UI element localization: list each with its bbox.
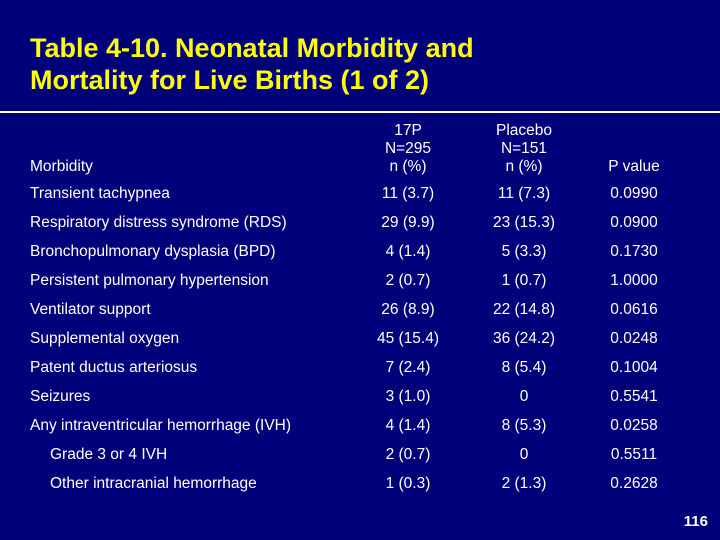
row-label: Transient tachypnea	[30, 184, 170, 202]
table-row: Patent ductus arteriosus 7 (2.4) 8 (5.4) 0.…	[26, 353, 686, 382]
row-17p-value: 7 (2.4)	[385, 358, 431, 376]
row-17p-value: 45 (15.4)	[376, 329, 440, 347]
row-placebo-value: 5 (3.3)	[501, 242, 547, 260]
table-row: Seizures 3 (1.0) 0 0.5541	[26, 382, 686, 411]
row-placebo-value: 0	[519, 445, 529, 463]
row-p-value: 0.0248	[610, 329, 658, 347]
row-placebo-value: 1 (0.7)	[501, 271, 547, 289]
row-17p-value: 29 (9.9)	[381, 213, 435, 231]
slide-title-line-1: Table 4‑10. Neonatal Morbidity and	[30, 33, 474, 63]
row-placebo-value: 2 (1.3)	[501, 474, 547, 492]
header-placebo-line: n (%)	[505, 158, 543, 175]
table-row: Other intracranial hemorrhage 1 (0.3) 2 (1…	[26, 469, 686, 498]
row-placebo-value: 8 (5.3)	[501, 416, 547, 434]
row-p-value: 0.0258	[610, 416, 658, 434]
row-placebo-value: 0	[519, 387, 529, 405]
row-17p-value: 3 (1.0)	[385, 387, 431, 405]
table-body: Transient tachypnea 11 (3.7) 11 (7.3) 0.099…	[26, 179, 686, 498]
table-row: Persistent pulmonary hypertension 2 (0.7)…	[26, 266, 686, 295]
row-17p-value: 4 (1.4)	[385, 242, 431, 260]
slide-title-line-2: Mortality for Live Births (1 of 2)	[30, 65, 430, 95]
row-p-value: 0.1004	[610, 358, 658, 376]
table-row: Grade 3 or 4 IVH 2 (0.7) 0 0.5511	[26, 440, 686, 469]
row-17p-value: 1 (0.3)	[385, 474, 431, 492]
table-row: Bronchopulmonary dysplasia (BPD) 4 (1.4) 5…	[26, 237, 686, 266]
table-row: Supplemental oxygen 45 (15.4) 36 (24.2) 0.0…	[26, 324, 686, 353]
row-placebo-value: 23 (15.3)	[492, 213, 556, 231]
row-label: Any intraventricular hemorrhage (IVH)	[30, 416, 292, 434]
header-p-value: P value	[608, 158, 660, 175]
page-number: 116	[683, 513, 708, 530]
header-placebo: Placebo N=151 n (%)	[466, 122, 582, 179]
header-placebo-line: Placebo	[495, 122, 552, 139]
row-label: Ventilator support	[30, 300, 151, 318]
slide-title: Table 4‑10. Neonatal Morbidity and Morta…	[30, 32, 474, 96]
row-label: Grade 3 or 4 IVH	[50, 445, 168, 463]
row-p-value: 0.0900	[610, 213, 658, 231]
row-p-value: 0.0990	[610, 184, 658, 202]
row-label: Other intracranial hemorrhage	[50, 474, 257, 492]
row-label: Bronchopulmonary dysplasia (BPD)	[30, 242, 276, 260]
header-17p-line: 17P	[394, 122, 422, 139]
row-placebo-value: 36 (24.2)	[492, 329, 556, 347]
table-header-row: Morbidity 17P N=295 n (%) Placebo N=151 …	[26, 122, 686, 179]
row-17p-value: 2 (0.7)	[385, 445, 431, 463]
morbidity-table: Morbidity 17P N=295 n (%) Placebo N=151 …	[26, 122, 686, 498]
row-label: Respiratory distress syndrome (RDS)	[30, 213, 287, 231]
row-17p-value: 4 (1.4)	[385, 416, 431, 434]
row-label: Seizures	[30, 387, 91, 405]
header-17p-line: N=295	[384, 140, 432, 157]
header-placebo-line: N=151	[500, 140, 548, 157]
row-p-value: 1.0000	[610, 271, 658, 289]
row-label: Supplemental oxygen	[30, 329, 180, 347]
header-morbidity: Morbidity	[30, 158, 93, 175]
row-placebo-value: 8 (5.4)	[501, 358, 547, 376]
title-divider	[0, 111, 720, 113]
row-17p-value: 2 (0.7)	[385, 271, 431, 289]
header-17p-line: n (%)	[389, 158, 427, 175]
row-placebo-value: 22 (14.8)	[492, 300, 556, 318]
row-p-value: 0.5511	[610, 445, 658, 463]
row-label: Patent ductus arteriosus	[30, 358, 198, 376]
row-p-value: 0.1730	[610, 242, 658, 260]
table-row: Transient tachypnea 11 (3.7) 11 (7.3) 0.099…	[26, 179, 686, 208]
table-row: Any intraventricular hemorrhage (IVH) 4 (…	[26, 411, 686, 440]
header-17p: 17P N=295 n (%)	[350, 122, 466, 179]
row-17p-value: 11 (3.7)	[381, 184, 435, 202]
row-p-value: 0.5541	[610, 387, 658, 405]
row-p-value: 0.2628	[610, 474, 658, 492]
row-placebo-value: 11 (7.3)	[497, 184, 551, 202]
row-label: Persistent pulmonary hypertension	[30, 271, 269, 289]
table-row: Ventilator support 26 (8.9) 22 (14.8) 0.061…	[26, 295, 686, 324]
table-row: Respiratory distress syndrome (RDS) 29 (9…	[26, 208, 686, 237]
row-17p-value: 26 (8.9)	[381, 300, 435, 318]
row-p-value: 0.0616	[610, 300, 658, 318]
